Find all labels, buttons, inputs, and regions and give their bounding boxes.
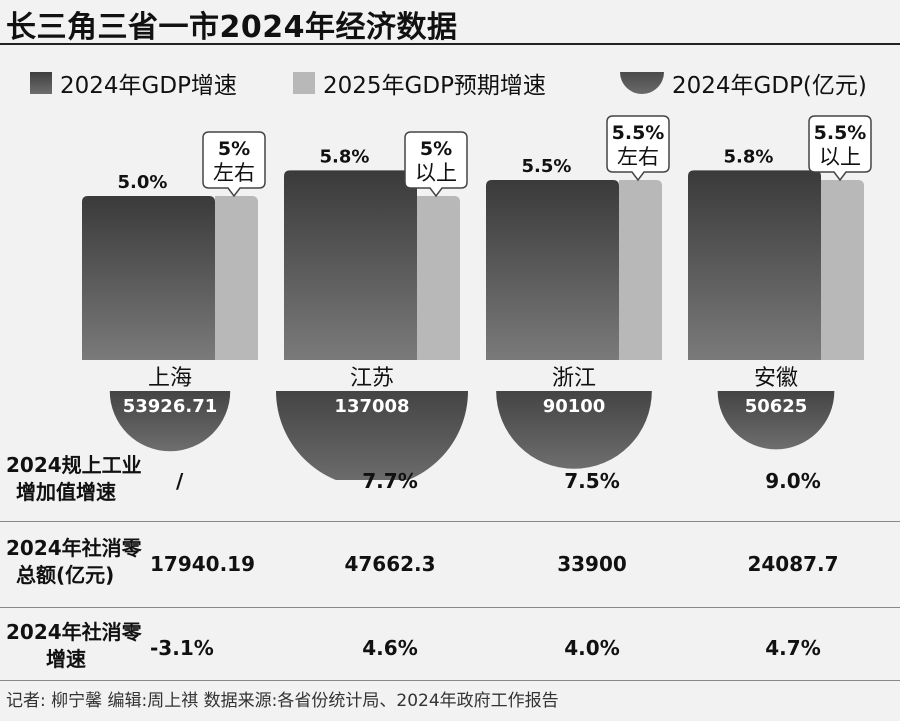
table-cell: 47662.3 [344, 552, 436, 576]
legend-item-gdp: 2024年GDP(亿元) [620, 66, 867, 100]
bar-2025-target [417, 196, 460, 360]
page-title: 长三角三省一市2024年经济数据 [6, 10, 458, 45]
target-callout-qualifier: 以上 [415, 161, 457, 185]
legend-item-2025-target: 2025年GDP预期增速 [293, 66, 546, 100]
bar-2025-target [619, 180, 662, 360]
bar-2024-growth [284, 170, 417, 360]
bar-2025-target [215, 196, 258, 360]
table-cell: 24087.7 [747, 552, 839, 576]
table-cell: 7.5% [564, 469, 620, 493]
target-callout-qualifier: 左右 [617, 145, 659, 169]
target-callout-value: 5% [218, 138, 250, 160]
footer-credits: 记者: 柳宁馨 编辑:周上祺 数据来源:各省份统计局、2024年政府工作报告 [6, 691, 559, 711]
target-callout-qualifier: 左右 [213, 161, 255, 185]
table-cell: 9.0% [765, 469, 821, 493]
bar-2024-growth [688, 170, 821, 360]
gdp-value-label: 53926.71 [123, 396, 218, 417]
target-callout [404, 131, 468, 198]
bar-label-2024-growth: 5.0% [118, 172, 168, 193]
bar-label-2024-growth: 5.5% [522, 156, 572, 177]
category-label: 江苏 [350, 366, 394, 391]
table-cell: 7.7% [362, 469, 418, 493]
target-callout [606, 115, 670, 182]
category-label: 上海 [148, 366, 192, 391]
table-cell: -3.1% [150, 636, 214, 660]
legend-item-2024-growth: 2024年GDP增速 [30, 66, 237, 100]
legend-swatch-2024 [30, 72, 52, 94]
title-rule [0, 43, 900, 45]
legend-label-2025-target: 2025年GDP预期增速 [323, 73, 546, 99]
bar-2024-growth [82, 196, 215, 360]
table-row-label-line: 总额(亿元) [16, 563, 115, 587]
bar-2024-growth [486, 180, 619, 360]
table-cell: 4.6% [362, 636, 418, 660]
legend-swatch-2025 [293, 72, 315, 94]
gdp-value-label: 137008 [334, 396, 409, 417]
table-cell: 17940.19 [150, 552, 256, 576]
target-callout-value: 5% [420, 138, 452, 160]
table-cell: 33900 [557, 552, 627, 576]
bar-label-2024-growth: 5.8% [724, 146, 774, 167]
gdp-semicircle [717, 391, 835, 450]
table-row-label-line: 增速 [46, 647, 86, 671]
table-row-label-line: 2024年社消零 [6, 536, 142, 560]
table-row-label-line: 2024规上工业 [6, 453, 142, 477]
target-callout-qualifier: 以上 [819, 145, 861, 169]
table-divider [0, 521, 900, 522]
target-callout-value: 5.5% [612, 122, 665, 144]
table-row-label: 2024规上工业增加值增速 [6, 452, 142, 506]
table-row-label-line: 2024年社消零 [6, 620, 142, 644]
target-callout-value: 5.5% [814, 122, 867, 144]
table-divider [0, 607, 900, 608]
target-callout [202, 131, 266, 198]
category-label: 安徽 [754, 366, 798, 391]
table-row-label: 2024年社消零增速 [6, 619, 142, 673]
legend-label-2024-growth: 2024年GDP增速 [60, 73, 237, 99]
table-cell: 4.7% [765, 636, 821, 660]
legend-label-gdp: 2024年GDP(亿元) [672, 73, 867, 99]
table-divider [0, 680, 900, 681]
gdp-semicircle [276, 391, 468, 480]
target-callout [808, 115, 872, 182]
legend-swatch-gdp [620, 72, 664, 94]
table-cell: / [176, 469, 184, 493]
table-row-label-line: 增加值增速 [16, 480, 116, 504]
table-cell: 4.0% [564, 636, 620, 660]
category-label: 浙江 [552, 366, 596, 391]
gdp-semicircle [109, 391, 231, 452]
table-row-label: 2024年社消零总额(亿元) [6, 535, 142, 589]
bar-label-2024-growth: 5.8% [320, 146, 370, 167]
gdp-value-label: 50625 [745, 396, 808, 417]
bar-2025-target [821, 180, 864, 360]
gdp-value-label: 90100 [543, 396, 606, 417]
gdp-semicircle [496, 391, 652, 469]
